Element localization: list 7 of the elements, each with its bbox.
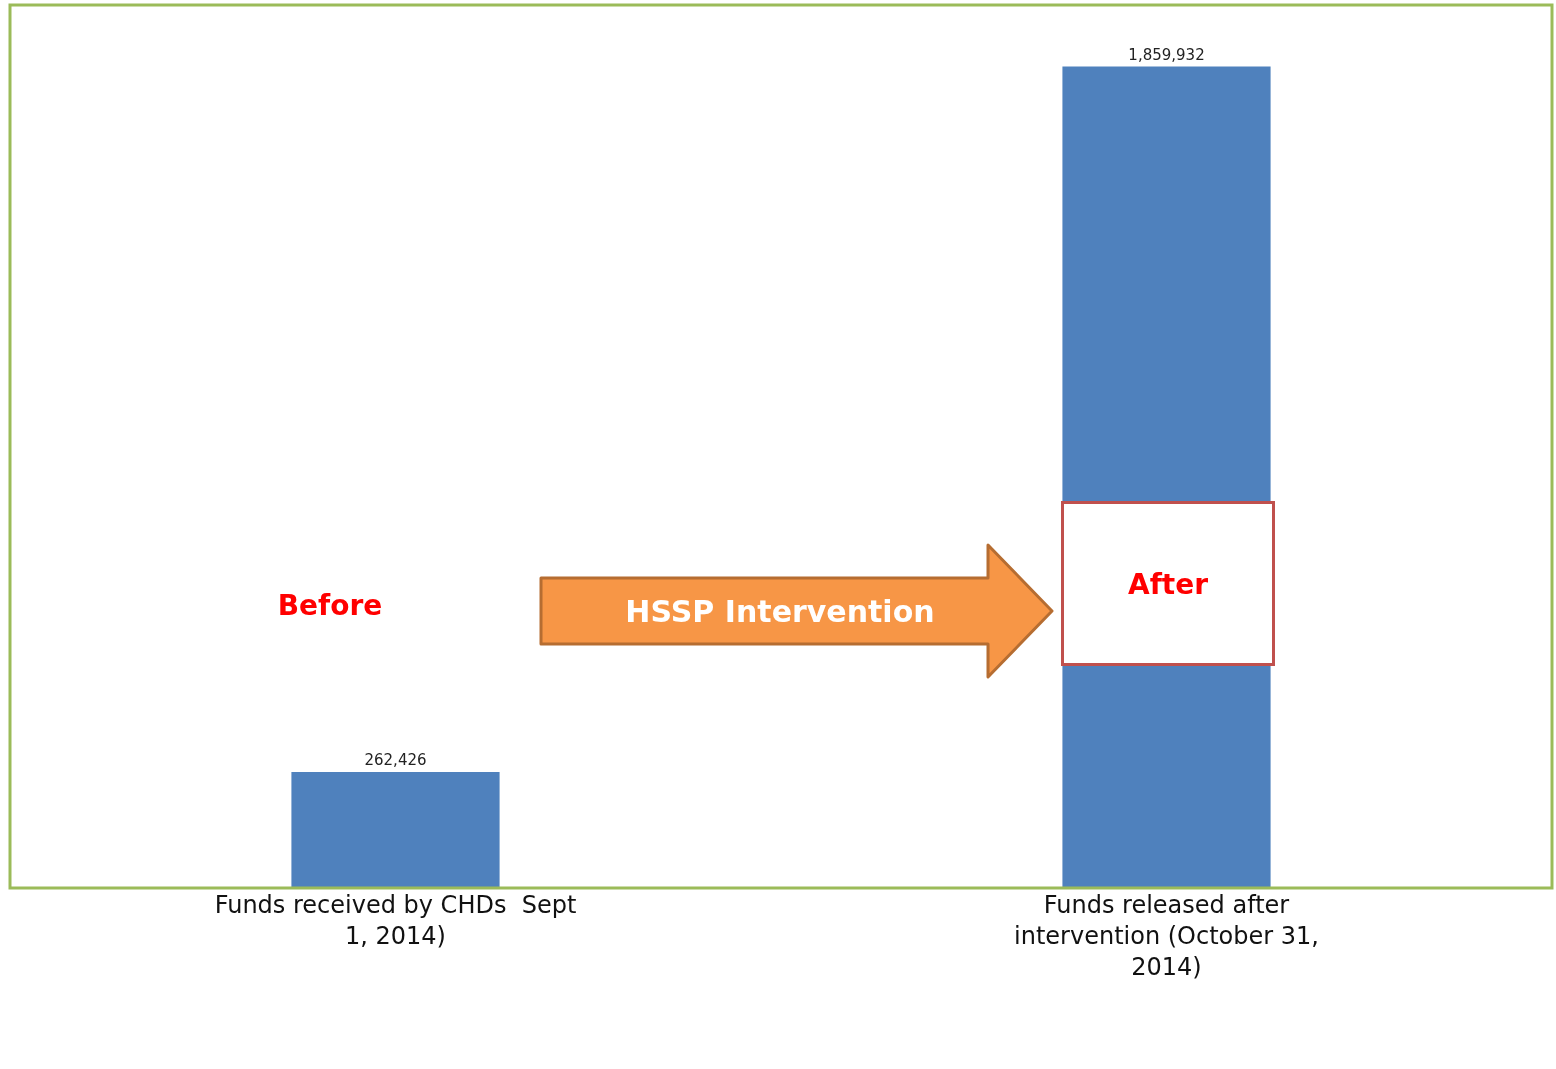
- annotation: Before: [277, 588, 383, 622]
- x-tick-label: Funds released after intervention (October 31, 2014): [1014, 891, 1319, 982]
- annotation: HSSP Intervention: [625, 593, 935, 629]
- data-label: 262,426: [364, 751, 427, 770]
- x-tick-label: Funds received by CHDs Sept 1, 2014): [214, 891, 577, 951]
- data-label: 1,859,932: [1128, 45, 1205, 64]
- annotation: After: [1127, 567, 1209, 601]
